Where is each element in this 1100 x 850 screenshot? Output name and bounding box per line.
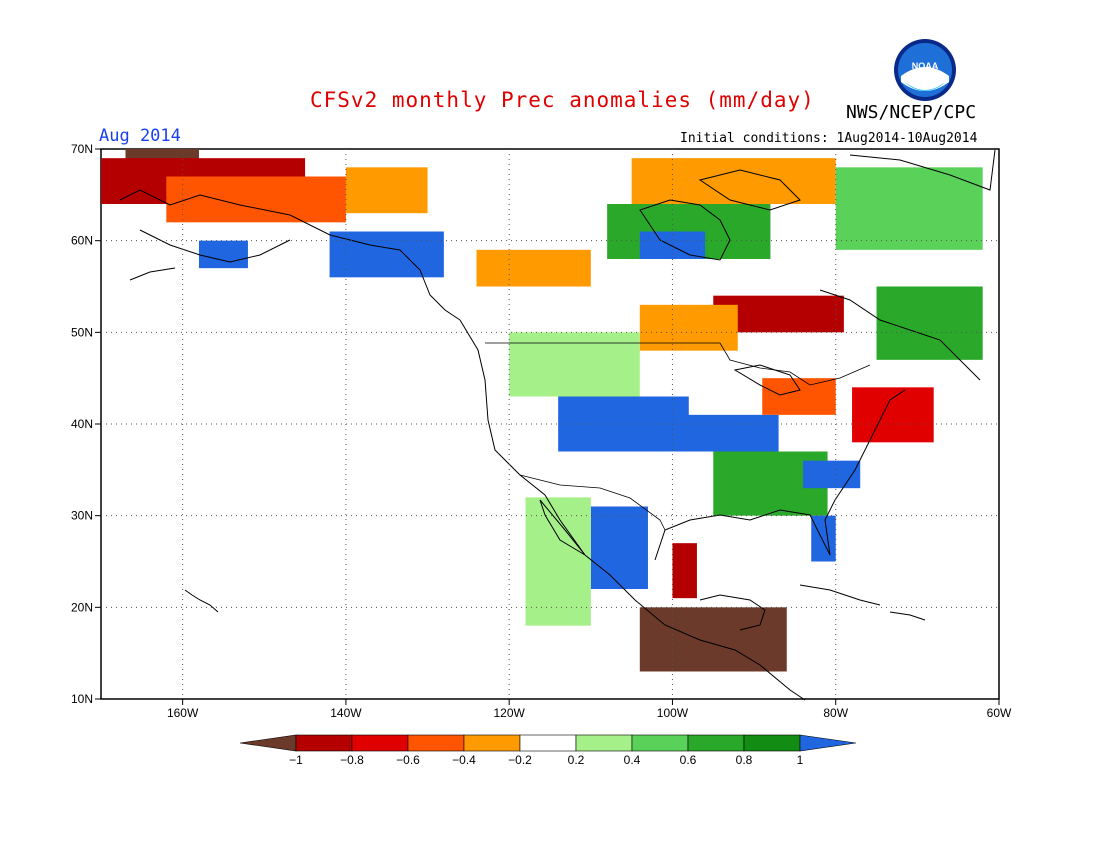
us-canada-border: [485, 342, 871, 386]
colorbar-box: [687, 734, 745, 752]
alaska-coast: [119, 189, 461, 321]
lat-label: 10N: [71, 692, 93, 706]
anomaly-cell: [590, 506, 648, 589]
anomaly-cell: [762, 378, 836, 415]
anomaly-cell: [558, 396, 689, 452]
cuba: [799, 584, 881, 606]
us-mexico-border: [519, 474, 666, 531]
gulf-coast: [654, 389, 906, 561]
colorbar-boxes: [239, 734, 857, 752]
hudson-bay: [639, 199, 731, 261]
great-lakes: [733, 364, 801, 396]
lat-lon-grid: [101, 149, 999, 699]
colorbar-box: [407, 734, 465, 752]
lat-label: 30N: [71, 509, 93, 523]
svg-text:NOAA: NOAA: [912, 61, 939, 71]
colorbar-labels: −1 −0.8 −0.6 −0.4 −0.2 0.2 0.4 0.6 0.8 1: [289, 753, 804, 767]
anomaly-cell: [329, 231, 444, 278]
map-title: CFSv2 monthly Prec anomalies (mm/day): [310, 88, 815, 112]
anomaly-cell: [803, 460, 861, 489]
colorbar-label: −0.4: [452, 753, 476, 767]
colorbar-label: 0.4: [624, 753, 641, 767]
axis-ticks: [95, 148, 1000, 705]
colorbar-left-arrow: [239, 734, 297, 752]
colorbar-label: −0.6: [396, 753, 420, 767]
political-borders: [485, 342, 871, 531]
colorbar-label: 0.8: [736, 753, 753, 767]
anomaly-cell: [631, 158, 836, 204]
forecast-month: Aug 2014: [99, 126, 181, 146]
colorbar-label: −0.2: [508, 753, 532, 767]
colorbar-label: −0.8: [340, 753, 364, 767]
anomaly-cell: [672, 414, 779, 452]
lon-label: 120W: [494, 706, 526, 720]
lon-label: 140W: [330, 706, 362, 720]
lon-label: 60W: [987, 706, 1012, 720]
anomaly-cell: [672, 543, 697, 599]
colorbar-box: [519, 734, 577, 752]
longitude-labels: 160W 140W 120W 100W 80W 60W: [167, 706, 1012, 720]
noaa-logo-icon: NOAA: [894, 39, 956, 101]
colorbar-label: 0.2: [568, 753, 585, 767]
colorbar-label: −1: [289, 753, 303, 767]
lat-label: 70N: [71, 142, 93, 156]
colorbar-box: [743, 734, 801, 752]
agency-label: NWS/NCEP/CPC: [846, 102, 977, 123]
anomaly-cell: [198, 240, 248, 269]
lon-label: 100W: [657, 706, 689, 720]
hawaii: [184, 589, 219, 613]
anomaly-cell: [852, 387, 934, 443]
colorbar-box: [631, 734, 689, 752]
colorbar-box: [295, 734, 353, 752]
anomaly-cell: [166, 176, 346, 223]
lon-label: 160W: [167, 706, 199, 720]
colorbar-box: [351, 734, 409, 752]
colorbar-box: [575, 734, 633, 752]
greenland: [849, 149, 996, 191]
colorbar-right-arrow: [799, 734, 857, 752]
colorbar-box: [463, 734, 521, 752]
anomaly-cell: [811, 515, 836, 562]
lon-label: 80W: [823, 706, 848, 720]
lat-label: 50N: [71, 325, 93, 339]
lat-label: 40N: [71, 417, 93, 431]
anomaly-fields: [101, 149, 983, 672]
hispaniola: [889, 611, 926, 621]
anomaly-cell: [345, 167, 428, 214]
baja: [539, 499, 586, 556]
lat-label: 60N: [71, 234, 93, 248]
lat-label: 20N: [71, 600, 93, 614]
alaska-peninsula: [139, 229, 291, 263]
coastlines: [119, 149, 996, 701]
latitude-labels: 70N 60N 50N 40N 30N 20N 10N: [71, 142, 93, 706]
colorbar-label: 0.6: [680, 753, 697, 767]
anomaly-cell: [876, 286, 983, 360]
labrador-coast: [819, 289, 981, 381]
anomaly-cell: [525, 497, 591, 626]
initial-conditions: Initial conditions: 1Aug2014-10Aug2014: [680, 131, 978, 146]
arctic-islands: [698, 169, 801, 211]
yucatan: [699, 594, 766, 631]
colorbar-label: 1: [797, 753, 804, 767]
anomaly-cell: [476, 249, 591, 287]
aleutians: [129, 267, 176, 281]
anomaly-cell: [835, 167, 983, 250]
